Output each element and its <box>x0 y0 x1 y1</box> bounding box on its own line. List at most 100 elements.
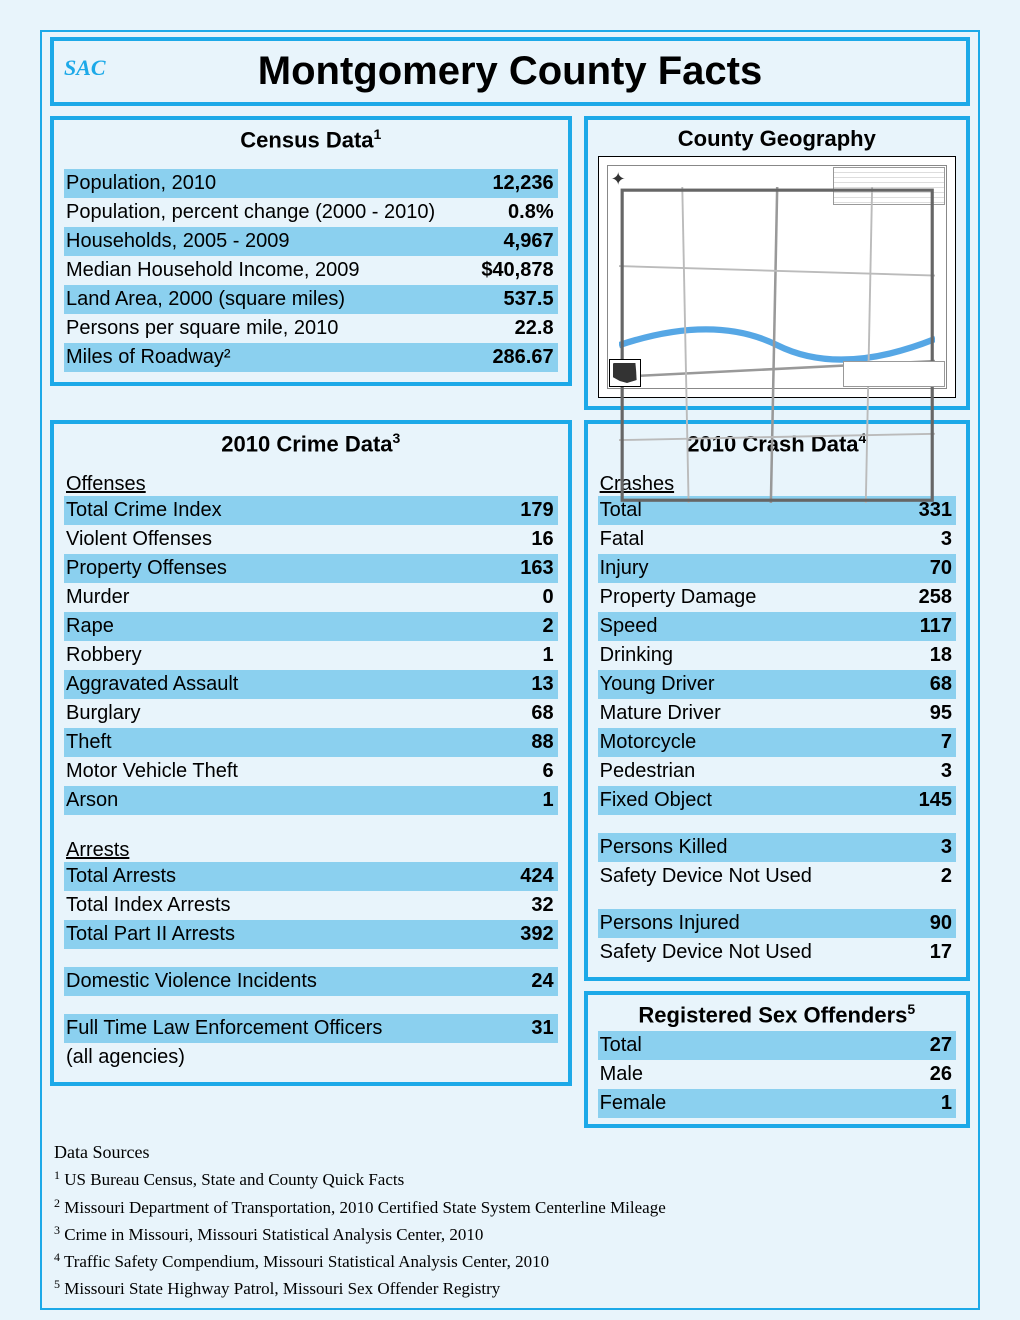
offense-label: Rape <box>66 613 484 640</box>
injured-label: Persons Injured <box>600 910 882 937</box>
census-label: Land Area, 2000 (square miles) <box>66 286 484 313</box>
census-label: Median Household Income, 2009 <box>66 257 481 284</box>
offense-value: 2 <box>484 613 554 640</box>
census-sup: 1 <box>374 126 382 142</box>
crash-label: Speed <box>600 613 882 640</box>
census-label: Population, 2010 <box>66 170 484 197</box>
bottom-grid: 2010 Crime Data3 Offenses Total Crime In… <box>50 420 970 1128</box>
crash-value: 68 <box>882 671 952 698</box>
arrest-value: 32 <box>484 892 554 919</box>
offender-value: 27 <box>882 1032 952 1059</box>
crash-value: 117 <box>882 613 952 640</box>
dv-value: 24 <box>484 968 554 995</box>
crash-value: 258 <box>882 584 952 611</box>
offense-row: Murder0 <box>64 583 558 612</box>
census-value: 537.5 <box>484 286 554 313</box>
crash-label: Fatal <box>600 526 882 553</box>
arrest-row: Total Part II Arrests392 <box>64 920 558 949</box>
officers-value: 31 <box>484 1015 554 1042</box>
crash-label: Fixed Object <box>600 787 882 814</box>
offenders-sup: 5 <box>907 1001 915 1017</box>
crash-value: 95 <box>882 700 952 727</box>
offenders-title-text: Registered Sex Offenders <box>638 1003 907 1028</box>
offense-row: Arson1 <box>64 786 558 815</box>
offense-row: Total Crime Index179 <box>64 496 558 525</box>
offense-row: Aggravated Assault13 <box>64 670 558 699</box>
crash-value: 3 <box>882 758 952 785</box>
crash-row: Fatal3 <box>598 525 956 554</box>
crash-row: Pedestrian3 <box>598 757 956 786</box>
crash-row: Fixed Object145 <box>598 786 956 815</box>
offense-value: 6 <box>484 758 554 785</box>
offense-value: 163 <box>484 555 554 582</box>
offense-label: Robbery <box>66 642 484 669</box>
crime-title: 2010 Crime Data3 <box>64 430 558 457</box>
crash-value: 145 <box>882 787 952 814</box>
arrests-head: Arrests <box>64 839 558 862</box>
map-roads <box>619 187 935 503</box>
census-row: Persons per square mile, 201022.8 <box>64 314 558 343</box>
officers-label-cont: (all agencies) <box>66 1044 484 1071</box>
offender-label: Female <box>600 1090 882 1117</box>
census-label: Households, 2005 - 2009 <box>66 228 484 255</box>
crash-value: 7 <box>882 729 952 756</box>
census-value: 22.8 <box>484 315 554 342</box>
offense-value: 0 <box>484 584 554 611</box>
killed-value: 3 <box>882 834 952 861</box>
offense-row: Motor Vehicle Theft6 <box>64 757 558 786</box>
crash-label: Drinking <box>600 642 882 669</box>
offender-label: Total <box>600 1032 882 1059</box>
offenders-title: Registered Sex Offenders5 <box>598 1001 956 1028</box>
arrest-row: Total Index Arrests32 <box>64 891 558 920</box>
offense-value: 1 <box>484 787 554 814</box>
crash-value: 3 <box>882 526 952 553</box>
crash-row: Young Driver68 <box>598 670 956 699</box>
crash-label: Injury <box>600 555 882 582</box>
offense-value: 68 <box>484 700 554 727</box>
crash-value: 18 <box>882 642 952 669</box>
offense-value: 179 <box>484 497 554 524</box>
offense-value: 13 <box>484 671 554 698</box>
crash-row: Speed117 <box>598 612 956 641</box>
killed-label: Safety Device Not Used <box>600 863 882 890</box>
officers-label: Full Time Law Enforcement Officers <box>66 1015 484 1042</box>
title-box: SAC Montgomery County Facts <box>50 37 970 106</box>
offense-label: Murder <box>66 584 484 611</box>
offender-row: Female1 <box>598 1089 956 1118</box>
arrest-label: Total Part II Arrests <box>66 921 484 948</box>
offense-label: Burglary <box>66 700 484 727</box>
officers-row-cont: (all agencies) <box>64 1043 558 1072</box>
offense-row: Property Offenses163 <box>64 554 558 583</box>
offense-row: Theft88 <box>64 728 558 757</box>
source-item: 2 Missouri Department of Transportation,… <box>54 1194 970 1221</box>
census-row: Population, 201012,236 <box>64 169 558 198</box>
offenses-head: Offenses <box>64 473 558 496</box>
census-title-text: Census Data <box>240 127 373 152</box>
crash-value: 70 <box>882 555 952 582</box>
offense-value: 88 <box>484 729 554 756</box>
crash-label: Property Damage <box>600 584 882 611</box>
offender-label: Male <box>600 1061 882 1088</box>
geography-panel: County Geography ✦ <box>584 116 970 410</box>
killed-row: Persons Killed3 <box>598 833 956 862</box>
census-panel: Census Data1 Population, 201012,236Popul… <box>50 116 572 386</box>
offender-value: 1 <box>882 1090 952 1117</box>
killed-value: 2 <box>882 863 952 890</box>
state-inset-icon <box>609 359 641 387</box>
census-value: 4,967 <box>484 228 554 255</box>
census-row: Population, percent change (2000 - 2010)… <box>64 198 558 227</box>
dv-label: Domestic Violence Incidents <box>66 968 484 995</box>
crash-label: Motorcycle <box>600 729 882 756</box>
census-value: 0.8% <box>484 199 554 226</box>
offense-row: Rape2 <box>64 612 558 641</box>
data-sources: Data Sources 1 US Bureau Census, State a… <box>50 1138 970 1303</box>
offense-row: Violent Offenses16 <box>64 525 558 554</box>
arrest-row: Total Arrests424 <box>64 862 558 891</box>
crash-label: Young Driver <box>600 671 882 698</box>
officers-row: Full Time Law Enforcement Officers31 <box>64 1014 558 1043</box>
dv-row: Domestic Violence Incidents24 <box>64 967 558 996</box>
killed-row: Safety Device Not Used2 <box>598 862 956 891</box>
injured-value: 90 <box>882 910 952 937</box>
crime-sup: 3 <box>393 430 401 446</box>
offender-row: Total27 <box>598 1031 956 1060</box>
